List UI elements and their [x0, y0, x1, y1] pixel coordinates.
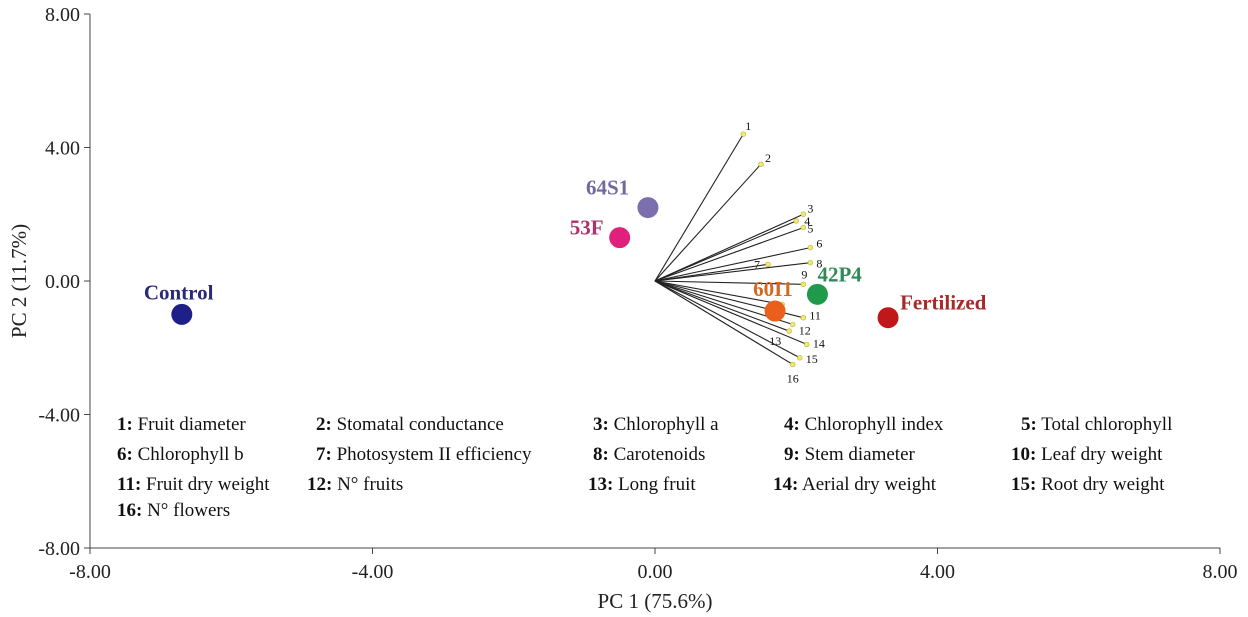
- loading-vector-tip: [758, 161, 764, 167]
- loading-vector-line: [654, 280, 790, 332]
- y-tick-label: 4.00: [45, 138, 80, 160]
- loading-vector-tip: [800, 281, 807, 288]
- vector-label: 9: [801, 267, 807, 281]
- y-tick-label: 8.00: [45, 4, 80, 26]
- loading-vector-line: [654, 263, 769, 282]
- loading-vector-line: [654, 163, 762, 282]
- vector-label: 15: [806, 352, 818, 366]
- loading-vector-tip: [800, 211, 807, 217]
- score-point: [171, 303, 193, 325]
- vector-label: 1: [745, 119, 751, 133]
- x-tick-label: 4.00: [920, 561, 955, 583]
- vector-label: 2: [765, 151, 771, 165]
- vector-label: 3: [807, 201, 813, 215]
- loading-vector-line: [654, 280, 794, 365]
- loading-vector-tip: [800, 224, 807, 231]
- x-tick-label: 0.00: [638, 561, 673, 583]
- loading-vectors: 12345678910111213141516: [654, 119, 825, 385]
- loading-vector-line: [654, 280, 783, 305]
- x-tick-label: 8.00: [1203, 561, 1238, 583]
- vector-label: 4: [804, 214, 810, 228]
- loading-vector-tip: [786, 328, 792, 334]
- point-label: 53F: [570, 216, 604, 240]
- score-points: Control 64S1 53F 42P4 60I1 Fertilized: [144, 176, 987, 329]
- loading-vector-tip: [800, 315, 807, 321]
- vector-label: 14: [813, 336, 825, 350]
- point-label: Control: [144, 280, 214, 304]
- x-tick-label: -4.00: [352, 561, 394, 583]
- vector-label: 7: [754, 257, 760, 271]
- loading-vector-line: [654, 280, 808, 345]
- loading-vector-line: [654, 247, 811, 282]
- score-point: [609, 227, 631, 249]
- y-tick-label: -4.00: [38, 405, 80, 427]
- loading-vector-tip: [793, 218, 799, 224]
- loading-vector-line: [654, 280, 801, 359]
- loading-vector-tip: [765, 261, 771, 268]
- score-point: [877, 307, 899, 329]
- loading-vector-line: [654, 280, 804, 285]
- point-label: 60I1: [753, 277, 793, 301]
- score-point: [806, 283, 828, 305]
- loading-vector-line: [654, 220, 797, 282]
- point-label: 42P4: [817, 262, 862, 286]
- y-tick-label: -8.00: [38, 538, 80, 560]
- score-point: [637, 197, 659, 219]
- loading-vector-tip: [807, 244, 814, 251]
- score-point: [764, 300, 786, 322]
- loading-vector-line: [654, 133, 744, 282]
- vector-label: 6: [816, 237, 822, 251]
- loading-vector-tip: [804, 341, 810, 348]
- y-axis-title: PC 2 (11.7%): [7, 224, 31, 338]
- x-tick-label: -8.00: [69, 561, 111, 583]
- point-label: 64S1: [586, 176, 629, 200]
- loading-vector-line: [654, 213, 804, 282]
- axes: -8.00 -4.00 0.00 4.00 8.00 8.00 4.00 0.00 -4.00 -…: [38, 4, 1237, 583]
- loading-vector-line: [654, 227, 804, 282]
- loading-vector-tip: [740, 131, 746, 137]
- vector-label: 12: [799, 323, 811, 337]
- y-tick-label: 0.00: [45, 271, 80, 293]
- loading-vector-line: [654, 262, 811, 282]
- vector-label: 5: [807, 222, 813, 236]
- loading-vector-tip: [797, 355, 803, 361]
- vector-label: 13: [769, 334, 781, 348]
- vector-label: 16: [787, 371, 799, 385]
- point-label: Fertilized: [900, 291, 987, 315]
- x-axis-title: PC 1 (75.6%): [598, 589, 713, 613]
- loading-vector-tip: [807, 259, 814, 266]
- vector-label: 8: [816, 257, 822, 271]
- loading-vector-tip: [790, 361, 796, 368]
- loading-vector-tip: [790, 321, 796, 328]
- vector-label: 11: [809, 309, 821, 323]
